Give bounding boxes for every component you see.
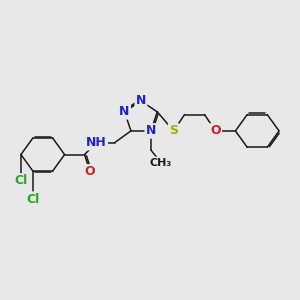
Text: O: O [85,165,95,178]
Text: NH: NH [86,136,107,149]
Text: N: N [119,105,130,118]
Text: S: S [169,124,178,137]
Text: Cl: Cl [14,174,28,188]
Text: CH₃: CH₃ [150,158,172,168]
Text: Cl: Cl [26,193,39,206]
Text: N: N [136,94,146,107]
Text: N: N [146,124,156,137]
Text: O: O [210,124,221,137]
